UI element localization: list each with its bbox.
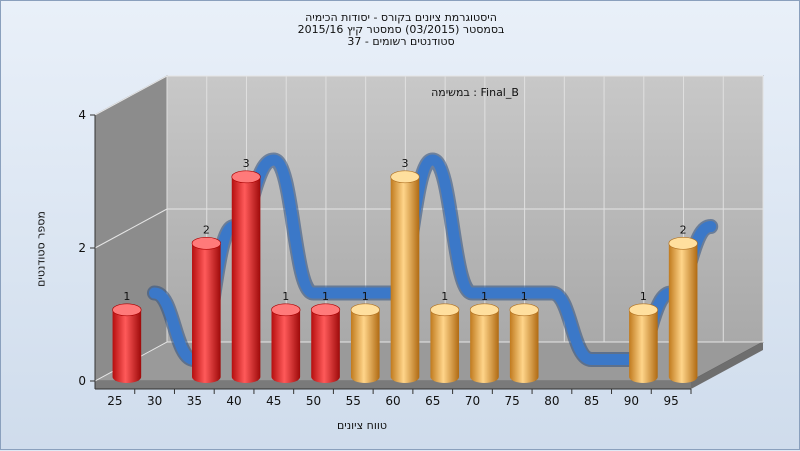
- x-tick-label: 50: [306, 394, 321, 408]
- bar-data-label: 1: [362, 290, 369, 303]
- bar-top: [390, 170, 420, 184]
- chart-title-line-2: בסמסטר (03/2015) סמסטר קיץ 2015/16: [297, 23, 505, 36]
- x-tick-label: 60: [385, 394, 400, 408]
- chart-title-line-1: היסטוגרמת ציונים בקורס - יסודות הכימיה: [305, 11, 497, 24]
- bar-top: [350, 303, 380, 317]
- bar-top: [469, 303, 500, 317]
- x-tick-label: 65: [425, 394, 440, 408]
- y-tick-label: 2: [78, 241, 86, 255]
- bar-top: [628, 303, 659, 317]
- y-gridline-side: [94, 75, 168, 116]
- x-tick-label: 40: [226, 394, 241, 408]
- bar-data-label: 1: [123, 290, 130, 303]
- bar-data-label: 1: [521, 290, 528, 303]
- bar-data-label: 1: [640, 290, 647, 303]
- bar-top: [509, 303, 539, 317]
- bar-data-label: 3: [402, 157, 409, 170]
- bar: [112, 303, 142, 383]
- bar-body: [470, 309, 499, 383]
- bar-body: [430, 309, 460, 383]
- chart-subtitle: במשימה : Final_B: [431, 86, 519, 99]
- bar-body: [271, 309, 301, 383]
- bar-data-label: 1: [282, 290, 289, 303]
- bar-top: [271, 303, 301, 317]
- bar-top: [668, 237, 698, 250]
- bar: [350, 303, 380, 383]
- y-axis-title: מספר סטודנטים: [34, 211, 48, 287]
- bar: [310, 303, 341, 383]
- chart-title-line-3: סטודנטים רשומים - 37: [347, 35, 455, 48]
- x-tick-label: 55: [346, 394, 361, 408]
- bar-top: [310, 303, 341, 317]
- bar-body: [192, 243, 221, 383]
- bar: [469, 303, 500, 383]
- bar-top: [430, 303, 460, 317]
- bar-body: [629, 309, 658, 383]
- bar: [430, 303, 460, 383]
- bar-body: [668, 243, 698, 383]
- x-tick-label: 90: [624, 394, 639, 408]
- y-tick-label: 4: [78, 108, 86, 122]
- x-tick-label: 45: [266, 394, 281, 408]
- x-tick-label: 85: [584, 394, 599, 408]
- bar: [628, 303, 659, 383]
- bar: [271, 303, 301, 383]
- bar-top: [231, 170, 261, 184]
- bar-data-label: 2: [203, 223, 210, 236]
- bar-top: [191, 237, 221, 250]
- bar: [509, 303, 539, 383]
- x-axis-title: טווח ציונים: [337, 419, 387, 432]
- bar-body: [231, 176, 261, 383]
- bar-body: [509, 309, 539, 383]
- bar: [390, 170, 420, 383]
- x-tick-label: 30: [147, 394, 162, 408]
- x-tick-label: 35: [187, 394, 202, 408]
- x-tick-label: 80: [544, 394, 559, 408]
- x-tick-label: 70: [465, 394, 480, 408]
- y-tick-label: 0: [78, 374, 86, 388]
- bar: [191, 237, 221, 383]
- bar-data-label: 1: [441, 290, 448, 303]
- bar-body: [311, 309, 340, 383]
- bar: [231, 170, 261, 383]
- bar-body: [350, 309, 380, 383]
- bar-body: [112, 309, 142, 383]
- x-tick-label: 75: [505, 394, 520, 408]
- x-tick-label: 25: [107, 394, 122, 408]
- bar-data-label: 1: [322, 290, 329, 303]
- bar-data-label: 3: [243, 157, 250, 170]
- bar-data-label: 1: [481, 290, 488, 303]
- bar-top: [112, 303, 142, 317]
- floor-front: [95, 381, 691, 389]
- floor-edge: [691, 342, 763, 389]
- x-tick-label: 95: [663, 394, 678, 408]
- bar: [668, 237, 698, 383]
- bar-data-label: 2: [680, 223, 687, 236]
- y-gridline-side: [94, 208, 168, 249]
- bar-body: [390, 176, 420, 383]
